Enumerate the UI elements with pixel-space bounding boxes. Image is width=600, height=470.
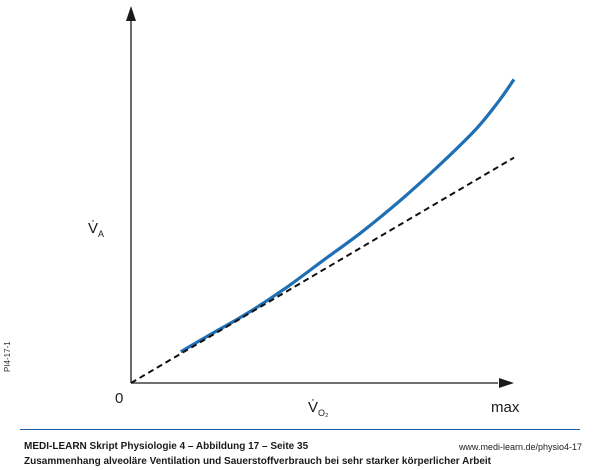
y-axis-label-sub: A [98,229,104,239]
x-axis-arrow [499,378,514,388]
x-axis-end-label: max [491,399,520,416]
footer-url[interactable]: www.medi-learn.de/physio4-17 [458,442,582,452]
origin-label: 0 [115,390,123,407]
chart: V̇A 0 V̇O₂ max PI4-17-1 [3,6,520,418]
series-layer [130,78,516,384]
side-code: PI4-17-1 [3,341,12,372]
x-axis-label: V̇O₂ [308,399,329,418]
x-axis-label-sub: O₂ [318,408,329,418]
footer-caption: Zusammenhang alveoläre Ventilation und S… [24,456,491,467]
y-axis-label: V̇A [88,220,104,239]
y-axis-arrow [126,6,136,21]
series-line-solid [179,78,516,354]
series-line-dashed [130,156,515,384]
footer-title: MEDI-LEARN Skript Physiologie 4 – Abbild… [24,441,309,452]
footer-divider [20,429,580,430]
